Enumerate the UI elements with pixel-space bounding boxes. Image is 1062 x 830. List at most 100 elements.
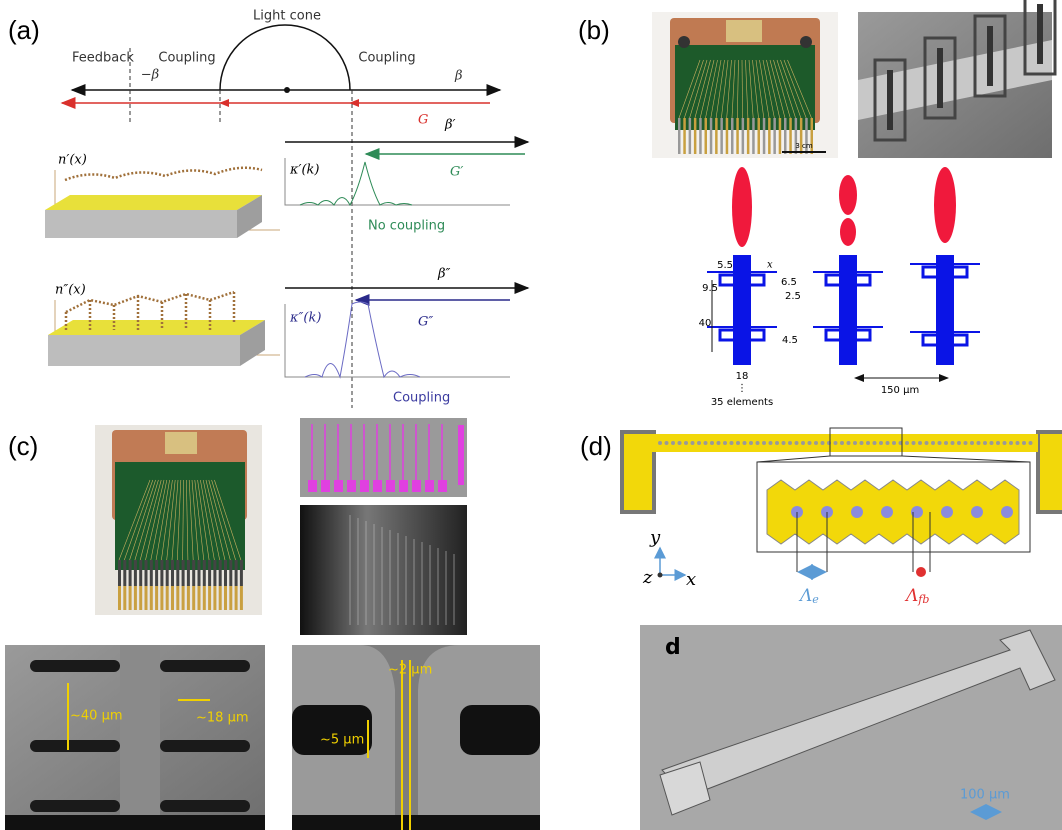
pin-tip [213, 586, 217, 610]
pin [160, 560, 164, 586]
zoom-line [756, 455, 831, 463]
comb-pad [386, 480, 395, 492]
hole [671, 441, 675, 445]
hole [807, 441, 812, 445]
coupling-spectrum [304, 301, 421, 379]
pin [133, 560, 137, 586]
label: β′ [444, 118, 456, 133]
pad-inner [624, 434, 652, 510]
pin-tip [186, 586, 190, 610]
element-bar [936, 255, 954, 365]
pin [762, 118, 766, 154]
dimension: 9.5 [702, 283, 718, 294]
hole [840, 441, 844, 445]
dimension: 4.5 [782, 335, 798, 346]
hole [866, 441, 870, 445]
label: G′ [450, 165, 463, 180]
element-bar [839, 255, 857, 365]
pin-tip [234, 586, 238, 610]
element-frame [824, 328, 872, 342]
trace [752, 59, 759, 119]
trace [214, 479, 242, 561]
pin [773, 118, 776, 154]
pin [683, 118, 686, 154]
trace [780, 59, 802, 119]
slot [30, 660, 120, 672]
radiation-lobe [732, 167, 752, 247]
trace [194, 479, 205, 561]
panel-label: (b) [578, 15, 610, 45]
radiation-lobe [840, 218, 856, 246]
sem-pad [659, 761, 711, 816]
pin-tip [144, 586, 148, 610]
hole [716, 441, 721, 445]
slot [160, 800, 250, 812]
comb-pad [321, 480, 330, 492]
hole [970, 441, 974, 445]
dimension: x [767, 260, 773, 271]
comb-pad [334, 480, 343, 492]
panel-b: (b) 3 cm 5.5 x 6.5 9.5 2.5 40 4.5 18 ⋮ 3… [578, 0, 1057, 408]
pin [139, 560, 143, 586]
trace [769, 59, 786, 119]
label: n′(x) [58, 153, 87, 168]
hole [755, 441, 760, 445]
pin-tip [224, 586, 227, 610]
pin [778, 118, 782, 154]
hole [971, 506, 983, 518]
hole [1028, 441, 1033, 445]
hole [892, 441, 896, 445]
trace [755, 59, 765, 119]
waveguide-side [45, 210, 237, 238]
trace [766, 59, 780, 119]
sem-slot [460, 705, 540, 755]
trace [191, 479, 199, 561]
trace [150, 479, 168, 561]
hole [872, 441, 877, 445]
pin [234, 560, 238, 586]
element-count: 35 elements [711, 397, 773, 408]
trace [715, 59, 725, 119]
pin-tip [123, 586, 127, 610]
axis-label: x [686, 569, 696, 590]
trace [197, 479, 210, 561]
label: κ″(k) [289, 311, 321, 326]
screw-hole [800, 36, 812, 48]
comb-pad [308, 480, 317, 492]
hole [885, 441, 890, 445]
pins [678, 59, 813, 154]
trace [787, 59, 812, 119]
sem-info-bar [5, 815, 265, 830]
dimension: 5.5 [717, 260, 733, 271]
element-frame [718, 273, 766, 287]
pin [688, 118, 692, 154]
pin [149, 560, 153, 586]
pin [741, 118, 745, 154]
trace [694, 59, 711, 119]
pin [693, 118, 697, 154]
pin [810, 118, 813, 154]
hole [710, 441, 714, 445]
hole [911, 506, 923, 518]
period-label: Λfb [904, 586, 929, 607]
trace [134, 479, 159, 561]
trace [139, 479, 162, 561]
pin-tip [165, 586, 169, 610]
index-profile [64, 290, 236, 330]
pin [731, 118, 734, 154]
pin [186, 560, 190, 586]
pin [720, 118, 723, 154]
element-frame [824, 273, 872, 287]
hole [690, 441, 695, 445]
pin [224, 560, 227, 586]
trace [705, 59, 718, 119]
pad-inner [1040, 434, 1062, 510]
comb-pad [412, 480, 421, 492]
label: β [454, 69, 463, 84]
radiation-lobe [839, 175, 857, 215]
hole [983, 441, 987, 445]
hole [924, 441, 929, 445]
pin [165, 560, 169, 586]
hole [911, 441, 916, 445]
pin-tip [202, 586, 206, 610]
